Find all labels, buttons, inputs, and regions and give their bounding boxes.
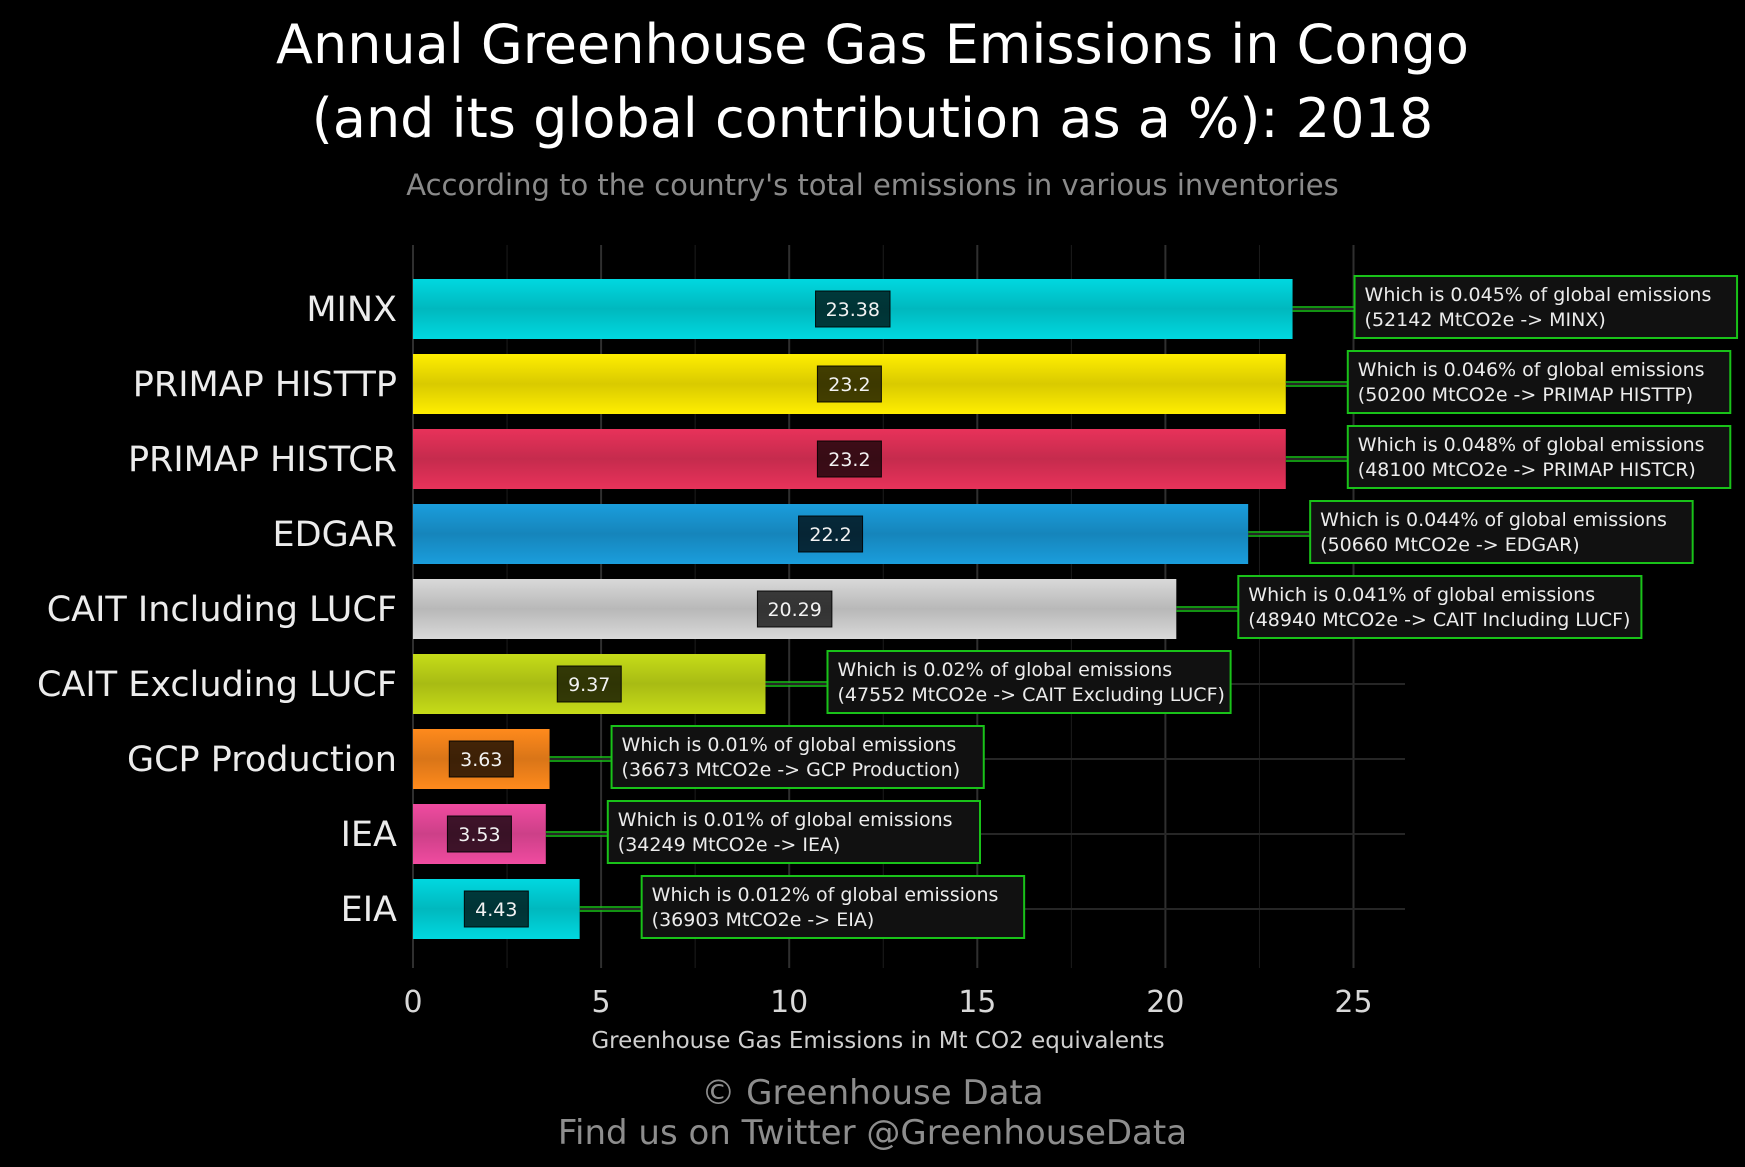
category-label: MINX xyxy=(306,290,397,330)
category-label: IEA xyxy=(341,815,397,855)
value-label-box xyxy=(756,590,833,628)
category-labels: MINX PRIMAP HISTTP PRIMAP HISTCR EDGAR CAIT … xyxy=(37,290,397,930)
value-label: 23.2 xyxy=(828,449,870,471)
category-label: PRIMAP HISTTP xyxy=(133,365,397,405)
footer-copyright: © Greenhouse Data xyxy=(701,1073,1044,1113)
category-label: CAIT Excluding LUCF xyxy=(37,665,397,705)
annotations: Which is 0.045% of global emissions (5214… xyxy=(545,275,1739,939)
category-label: GCP Production xyxy=(127,740,397,780)
bars: 23.38 23.2 23.2 22.2 20.29 9.37 3.63 3.53 4.43 xyxy=(413,279,1293,939)
value-label-box xyxy=(463,890,529,928)
footer-twitter: Find us on Twitter @GreenhouseData xyxy=(557,1113,1188,1153)
x-tick-label: 10 xyxy=(770,985,808,1020)
x-axis-ticks: 0 5 10 15 20 25 xyxy=(403,985,1372,1020)
x-tick-label: 5 xyxy=(592,985,611,1020)
annotation-text-share: Which is 0.048% of global emissions xyxy=(1358,434,1705,456)
value-label-box xyxy=(798,515,864,553)
value-label: 3.53 xyxy=(458,824,500,846)
annotation-text-share: Which is 0.01% of global emissions xyxy=(618,809,953,831)
value-label: 4.43 xyxy=(475,899,517,921)
annotation-box xyxy=(640,875,1026,939)
x-axis-label: Greenhouse Gas Emissions in Mt CO2 equiv… xyxy=(591,1028,1164,1054)
annotation-text-share: Which is 0.01% of global emissions xyxy=(622,734,957,756)
annotation-box xyxy=(1346,350,1732,414)
annotation-text-global: (50200 MtCO2e -> PRIMAP HISTTP) xyxy=(1358,384,1693,406)
annotation-text-global: (48100 MtCO2e -> PRIMAP HISTCR) xyxy=(1358,459,1696,481)
x-tick-label: 15 xyxy=(958,985,996,1020)
category-label: PRIMAP HISTCR xyxy=(128,440,397,480)
annotation-text-share: Which is 0.012% of global emissions xyxy=(652,884,999,906)
value-label: 3.63 xyxy=(460,749,502,771)
chart-title: Annual Greenhouse Gas Emissions in Congo… xyxy=(0,8,1745,156)
value-label-box xyxy=(556,665,622,703)
value-label: 23.2 xyxy=(828,374,870,396)
annotation-box xyxy=(610,725,985,789)
annotation-box xyxy=(1346,425,1732,489)
annotation-text-share: Which is 0.041% of global emissions xyxy=(1248,584,1595,606)
annotation-box xyxy=(1353,275,1739,339)
annotation-text-global: (36673 MtCO2e -> GCP Production) xyxy=(622,759,961,781)
annotation-box xyxy=(826,650,1232,714)
x-tick-label: 25 xyxy=(1334,985,1372,1020)
chart-subtitle: According to the country's total emissio… xyxy=(406,168,1339,202)
annotation-text-share: Which is 0.045% of global emissions xyxy=(1365,284,1712,306)
category-label: EIA xyxy=(341,890,397,930)
annotation-text-share: Which is 0.02% of global emissions xyxy=(837,659,1172,681)
value-label-box xyxy=(815,290,891,328)
annotation-text-global: (34249 MtCO2e -> IEA) xyxy=(618,834,841,856)
annotation-text-share: Which is 0.046% of global emissions xyxy=(1358,359,1705,381)
chart-title-line-2: (and its global contribution as a %): 20… xyxy=(311,87,1434,150)
value-label-box xyxy=(816,365,882,403)
category-label: CAIT Including LUCF xyxy=(47,590,397,630)
value-label: 9.37 xyxy=(568,674,610,696)
x-tick-label: 0 xyxy=(403,985,422,1020)
value-label-box xyxy=(816,440,882,478)
annotation-box xyxy=(606,800,981,864)
value-label: 20.29 xyxy=(767,599,821,621)
annotation-text-global: (52142 MtCO2e -> MINX) xyxy=(1365,309,1606,331)
annotation-text-global: (48940 MtCO2e -> CAIT Including LUCF) xyxy=(1248,609,1630,631)
annotation-text-global: (47552 MtCO2e -> CAIT Excluding LUCF) xyxy=(837,684,1224,706)
annotation-box xyxy=(1309,500,1694,564)
annotation-text-global: (50660 MtCO2e -> EDGAR) xyxy=(1320,534,1580,556)
category-label: EDGAR xyxy=(273,515,397,555)
x-tick-label: 20 xyxy=(1146,985,1184,1020)
annotation-text-share: Which is 0.044% of global emissions xyxy=(1320,509,1667,531)
value-label: 23.38 xyxy=(826,299,880,321)
chart-title-line-1: Annual Greenhouse Gas Emissions in Congo xyxy=(276,13,1469,76)
footer: © Greenhouse Data Find us on Twitter @Gr… xyxy=(0,1073,1745,1153)
value-label: 22.2 xyxy=(809,524,851,546)
value-label-box xyxy=(446,815,512,853)
annotation-box xyxy=(1237,575,1643,639)
annotation-text-global: (36903 MtCO2e -> EIA) xyxy=(652,909,875,931)
value-label-box xyxy=(448,740,514,778)
